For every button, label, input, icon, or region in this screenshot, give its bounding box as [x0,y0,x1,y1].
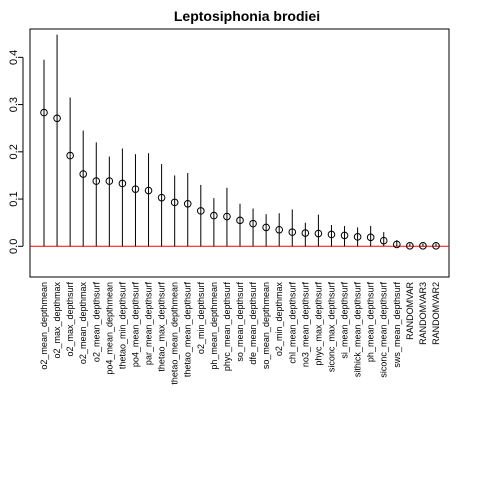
x-tick-label: siconc_mean_depthsurf [379,282,389,378]
data-point [353,233,362,241]
data-point [288,228,297,236]
x-tick-label: RANDOMVAR3 [418,282,428,345]
y-tick-label: 0.2 [8,144,20,159]
y-tick-label: 0.4 [8,50,20,65]
data-point [379,236,388,245]
x-tick-label: ph_mean_depthsurf [366,282,376,363]
data-point [118,179,127,188]
x-tick-label: sws_mean_depthsurf [392,282,402,368]
chart-title: Leptosiphonia brodiei [174,8,320,24]
data-point [366,233,375,242]
x-tick-label: RANDOMVAR [405,282,415,340]
x-tick-label: o2_min_depthsurf [196,282,206,355]
y-tick-label: 0.1 [8,191,20,206]
y-axis: 0.0 0.1 0.2 0.3 0.4 [8,50,24,254]
x-tick-label: RANDOMVAR2 [431,282,441,345]
data-point [314,229,323,238]
data-point [327,230,336,239]
x-tick-label: phyc_mean_depthsurf [222,282,232,372]
x-tick-label: phyc_max_depthsurf [313,282,323,366]
data-point [249,219,257,228]
data-point [236,216,244,225]
plot-frame [29,28,450,278]
data-point [223,212,231,221]
x-tick-label: thetao_mean_depthmean [170,282,180,385]
x-tick-label: po4_mean_depthmean [104,282,114,375]
data-marks [40,34,440,250]
data-point [170,198,179,207]
x-tick-label: so_mean_depthsurf [235,282,245,362]
data-point [406,242,414,250]
x-tick-label: so_mean_depthmean [261,282,271,369]
data-point [66,151,74,160]
data-point [340,231,349,240]
y-tick-label: 0.0 [8,239,20,254]
data-point [183,199,192,208]
x-tick-label: o2_mean_depthsurf [91,282,101,363]
x-tick-label: dfe_mean_depthsurf [248,282,258,365]
x-tick-label: si_mean_depthsurf [340,282,350,359]
data-point [301,229,310,237]
x-tick-label: no3_mean_depthsurf [300,282,310,368]
data-point [105,177,114,185]
data-point [144,186,153,195]
x-tick-label: o2_min_depthmax [274,282,284,357]
x-tick-label: o2_max_depthsurf [65,282,75,357]
x-axis-labels: o2_mean_depthmean o2_max_depthmax o2_max_d… [39,282,441,385]
y-tick-label: 0.3 [8,97,20,112]
x-tick-label: par_mean_depthsurf [144,282,154,366]
x-tick-label: thetao_mean_depthsurf [183,282,193,378]
data-point [157,193,166,202]
data-point [210,211,218,220]
data-point [197,207,205,215]
x-tick-label: chl_mean_depthsurf [287,282,297,364]
x-tick-label: thetao_min_depthsurf [117,282,127,370]
data-point [53,114,61,123]
x-tick-label: sithick_mean_depthsurf [353,282,363,378]
x-tick-label: o2_mean_depthmax [78,282,88,365]
data-point [275,225,284,234]
x-tick-label: po4_mean_depthsurf [130,282,140,368]
data-point [79,170,87,178]
data-point [432,242,440,250]
data-point [92,177,101,185]
data-point [419,242,427,250]
x-tick-label: ph_mean_depthmean [209,282,219,370]
x-tick-label: o2_mean_depthmean [39,282,49,370]
x-tick-label: o2_max_depthmax [52,282,62,359]
data-point [393,240,401,249]
data-point [262,223,270,232]
data-point [131,185,140,193]
x-tick-label: siconc_max_depthsurf [326,282,336,373]
x-tick-label: thetao_max_depthsurf [157,282,167,372]
data-point [40,108,48,117]
